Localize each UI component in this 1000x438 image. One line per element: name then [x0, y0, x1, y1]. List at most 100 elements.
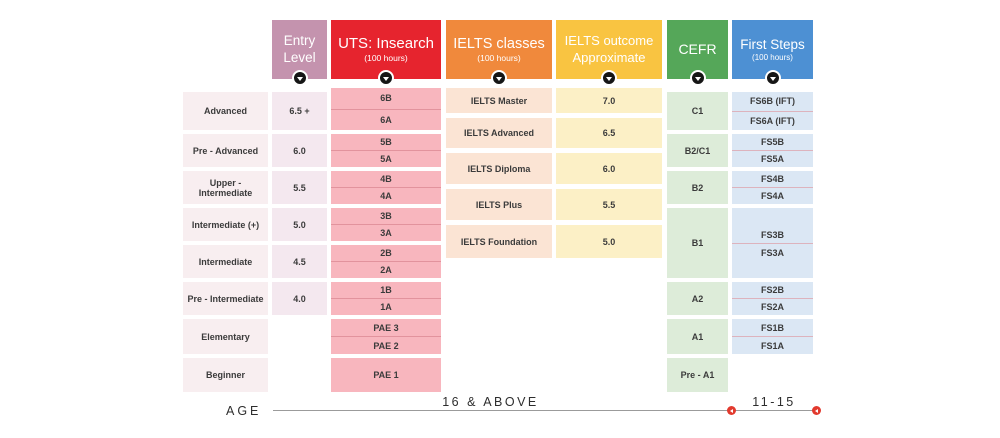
first-steps-pair-sub-row: FS3A — [760, 247, 784, 258]
sub-row-divider — [331, 336, 441, 337]
uts-course-pair: 2B 2A — [331, 245, 441, 278]
first-steps-pair-sub-row: FS2A — [760, 302, 784, 312]
cefr-header: CEFR — [667, 20, 728, 86]
entry-score-cell: 5.5 — [272, 171, 327, 204]
uts-course-pair: 5B 5A — [331, 134, 441, 167]
uts-insearch-subtitle: (100 hours) — [364, 53, 408, 64]
level-label-cell: Beginner — [183, 358, 268, 392]
level-label-cell: Elementary — [183, 319, 268, 354]
uts-course-pair-sub-row: 4B — [380, 174, 392, 184]
level-label-cell: Advanced — [183, 92, 268, 130]
uts-course-pair-sub-row: 1A — [380, 302, 392, 312]
sub-row-divider — [732, 187, 813, 188]
entry-level-header: Entry Level — [272, 20, 327, 86]
level-label-cell: Pre - Advanced — [183, 134, 268, 167]
cefr-level-cell: C1 — [667, 92, 728, 130]
first-steps-pair: FS2B FS2A — [732, 282, 813, 315]
sub-row-divider — [732, 336, 813, 337]
ielts-outcome-cell: 5.0 — [556, 225, 662, 258]
ielts-class-cell: IELTS Advanced — [446, 118, 552, 148]
spacer — [732, 208, 813, 226]
sub-row-divider — [732, 298, 813, 299]
uts-course-pair-sub-row: 3B — [380, 211, 392, 221]
cefr-level-cell: Pre - A1 — [667, 358, 728, 392]
first-steps-pair-sub-row: FS2B — [760, 285, 784, 295]
ielts-classes-subtitle: (100 hours) — [477, 53, 521, 64]
ielts-outcome-header: IELTS outcome Approximate — [556, 20, 662, 86]
age-segment-16-above: 16 & ABOVE — [442, 395, 539, 409]
age-axis-line — [273, 410, 817, 411]
cefr-level-cell: B2/C1 — [667, 134, 728, 167]
first-steps-header: First Steps (100 hours) — [732, 20, 813, 86]
uts-course-pair: 3B 3A — [331, 208, 441, 241]
chevron-down-icon — [689, 70, 706, 86]
ielts-outcome-cell: 6.0 — [556, 153, 662, 184]
uts-course-pair: 4B 4A — [331, 171, 441, 204]
sub-row-divider — [732, 110, 813, 112]
first-steps-pair-sub-row: FS3B — [760, 229, 784, 240]
ielts-class-cell: IELTS Foundation — [446, 225, 552, 258]
cefr-level-cell: A1 — [667, 319, 728, 354]
first-steps-pair: FS4B FS4A — [732, 171, 813, 204]
ielts-class-cell: IELTS Master — [446, 88, 552, 113]
uts-course-pair-sub-row: PAE 2 — [373, 340, 399, 351]
ielts-outcome-cell: 7.0 — [556, 88, 662, 113]
first-steps-pair-sub-row: FS5A — [760, 154, 784, 164]
ielts-outcome-title-line1: IELTS outcome — [564, 32, 654, 48]
ielts-classes-header: IELTS classes (100 hours) — [446, 20, 552, 86]
chevron-down-icon — [291, 70, 308, 86]
age-segment-11-15: 11-15 — [752, 395, 796, 409]
sub-row-divider — [331, 224, 441, 225]
first-steps-pair-sub-row: FS4A — [760, 191, 784, 201]
sub-row-divider — [331, 108, 441, 110]
first-steps-pair: FS3B FS3A — [732, 208, 813, 278]
uts-course-pair-sub-row: 6A — [380, 114, 392, 125]
cefr-level-cell: A2 — [667, 282, 728, 315]
uts-course-pair-sub-row: 4A — [380, 191, 392, 201]
uts-course-pair-sub-row: 2A — [380, 265, 392, 275]
cefr-level-cell: B2 — [667, 171, 728, 204]
chevron-down-icon — [601, 70, 617, 86]
entry-score-cell: 4.5 — [272, 245, 327, 278]
ielts-outcome-cell: 6.5 — [556, 118, 662, 148]
first-steps-pair-sub-row: FS6B (IFT) — [750, 96, 795, 107]
sub-row-divider — [331, 261, 441, 262]
first-steps-pair-sub-row: FS1A — [760, 340, 784, 351]
ielts-outcome-title-line2: Approximate — [572, 50, 646, 65]
entry-level-title: Entry Level — [283, 33, 316, 65]
first-steps-pair-sub-row: FS6A (IFT) — [750, 115, 795, 126]
ielts-classes-title: IELTS classes — [453, 35, 545, 52]
first-steps-subtitle: (100 hours) — [752, 52, 793, 62]
chevron-down-icon — [764, 70, 781, 86]
ielts-outcome-cell: 5.5 — [556, 189, 662, 220]
level-label-cell: Pre - Intermediate — [183, 282, 268, 315]
uts-course-pair: PAE 3 PAE 2 — [331, 319, 441, 354]
first-steps-pair-sub-row: FS4B — [760, 174, 784, 184]
uts-course-pair-sub-row: PAE 3 — [373, 322, 399, 333]
uts-course-pair-sub-row: 3A — [380, 228, 392, 238]
ielts-class-cell: IELTS Diploma — [446, 153, 552, 184]
uts-course-cell: PAE 1 — [331, 358, 441, 392]
sub-row-divider — [331, 150, 441, 151]
first-steps-pair: FS5B FS5A — [732, 134, 813, 167]
ielts-class-cell: IELTS Plus — [446, 189, 552, 220]
age-axis-marker-icon — [727, 406, 736, 415]
entry-score-cell: 6.0 — [272, 134, 327, 167]
level-label-cell: Intermediate — [183, 245, 268, 278]
cefr-level-cell: B1 — [667, 208, 728, 278]
age-axis-label: AGE — [226, 404, 262, 418]
cefr-title: CEFR — [678, 41, 717, 58]
sub-row-divider — [732, 243, 813, 244]
level-label-cell: Intermediate (+) — [183, 208, 268, 241]
first-steps-title: First Steps — [740, 36, 805, 52]
first-steps-pair: FS1B FS1A — [732, 319, 813, 354]
first-steps-pair: FS6B (IFT) FS6A (IFT) — [732, 92, 813, 130]
uts-course-pair-sub-row: 5B — [380, 137, 392, 147]
sub-row-divider — [331, 298, 441, 299]
uts-insearch-title: UTS: Insearch — [338, 35, 434, 53]
entry-score-cell: 4.0 — [272, 282, 327, 315]
uts-insearch-header: UTS: Insearch (100 hours) — [331, 20, 441, 86]
level-label-cell: Upper - Intermediate — [183, 171, 268, 204]
uts-course-pair-sub-row: 2B — [380, 248, 392, 258]
